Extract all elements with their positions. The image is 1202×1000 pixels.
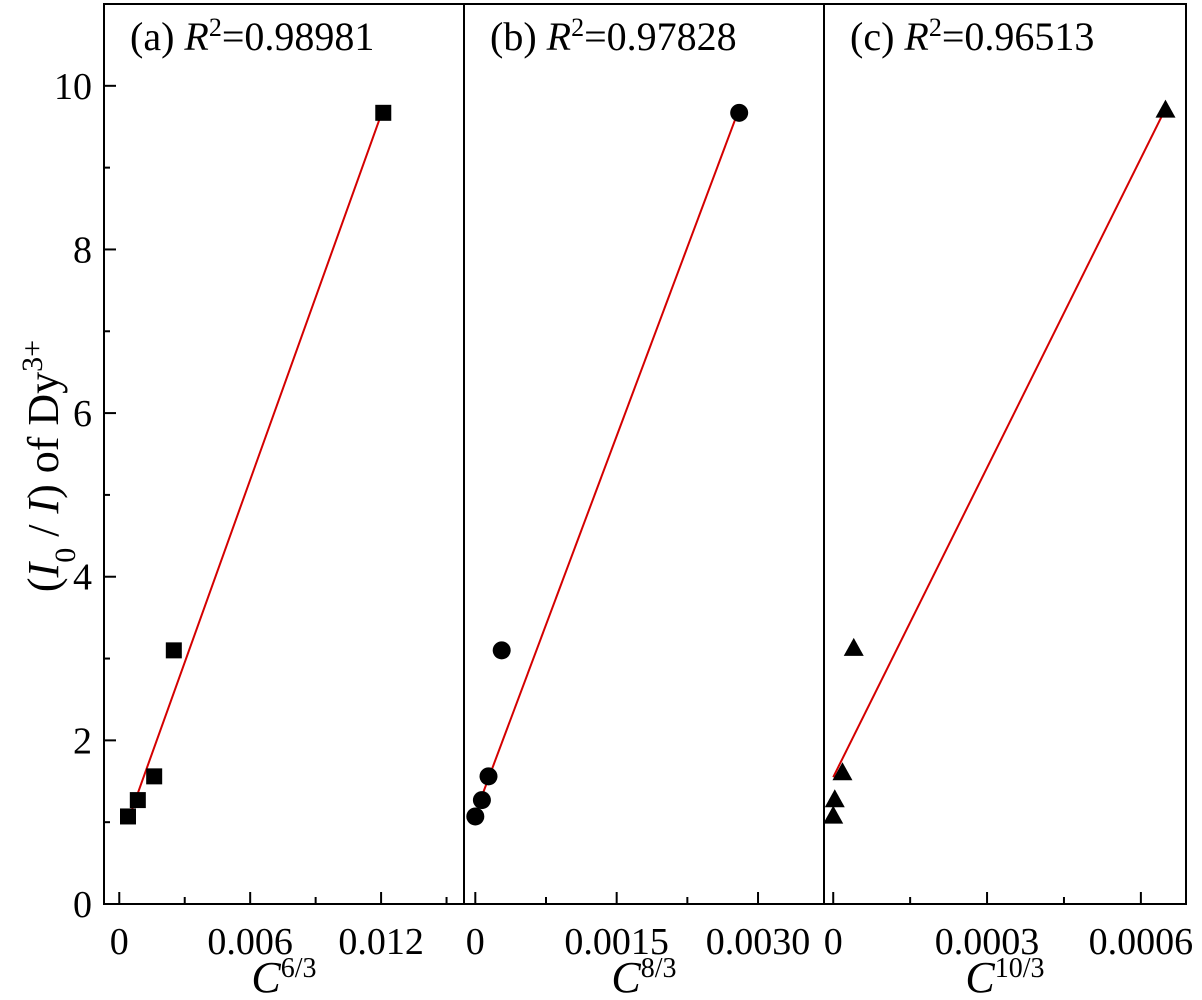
panel-frame <box>823 3 1187 905</box>
panel-frame <box>463 3 825 905</box>
y-tick-label: 0 <box>73 884 92 926</box>
x-tick-label: 0.0030 <box>706 921 811 963</box>
x-tick-label: 0 <box>466 921 485 963</box>
x-axis-label: C8/3 <box>611 953 676 1000</box>
x-tick-label: 0.0006 <box>1089 921 1194 963</box>
data-point-square <box>375 104 392 121</box>
panel-c: 0 0.0003 0.0006 C10/3 (c) R2=0.96513 <box>823 3 1194 1000</box>
panel-title: (a) R2=0.98981 <box>130 13 374 60</box>
fit-line <box>832 108 1167 778</box>
panel-a: 0 0.006 0.012 C6/3 (a) R2=0.98981 <box>103 3 465 1000</box>
panel-title: (c) R2=0.96513 <box>850 13 1094 60</box>
data-point-square <box>120 808 136 825</box>
data-point-triangle <box>823 805 844 824</box>
fit-line <box>127 108 385 821</box>
data-point-square <box>165 642 182 659</box>
y-axis-label: (I0 / I) of Dy3+ <box>16 340 82 592</box>
fit-line <box>480 108 741 797</box>
data-point-circle <box>479 767 498 786</box>
x-tick-label: 0 <box>824 921 843 963</box>
y-tick-label: 8 <box>73 229 92 271</box>
y-tick-label: 2 <box>73 720 92 762</box>
data-point-triangle <box>824 789 845 808</box>
chart-panels: 0 0.006 0.012 C6/3 (a) R2=0.98981 0 0.0015 0.00… <box>103 3 1194 1000</box>
x-tick-label: 0.012 <box>338 921 424 963</box>
panel-title: (b) R2=0.97828 <box>490 13 737 60</box>
x-axis-label: C10/3 <box>965 953 1044 1000</box>
y-axis: 0 2 4 6 8 10 <box>54 66 116 926</box>
data-point-circle <box>492 641 511 660</box>
x-tick-label: 0.0015 <box>564 921 669 963</box>
data-point-circle <box>466 807 485 826</box>
x-tick-label: 0.006 <box>207 921 293 963</box>
data-point-circle <box>472 791 491 810</box>
x-tick-label: 0 <box>110 921 129 963</box>
y-tick-label: 4 <box>73 557 92 599</box>
data-point-circle <box>730 103 749 122</box>
y-tick-label: 10 <box>54 66 92 108</box>
data-point-square <box>146 768 163 785</box>
x-tick-label: 0.0003 <box>935 921 1040 963</box>
data-point-square <box>129 792 146 809</box>
panel-b: 0 0.0015 0.0030 C8/3 (b) R2=0.97828 <box>463 3 825 1000</box>
data-point-triangle <box>843 637 864 656</box>
y-tick-label: 6 <box>73 393 92 435</box>
x-axis-label: C6/3 <box>251 953 316 1000</box>
data-point-triangle <box>1155 99 1176 118</box>
data-point-triangle <box>832 762 853 781</box>
